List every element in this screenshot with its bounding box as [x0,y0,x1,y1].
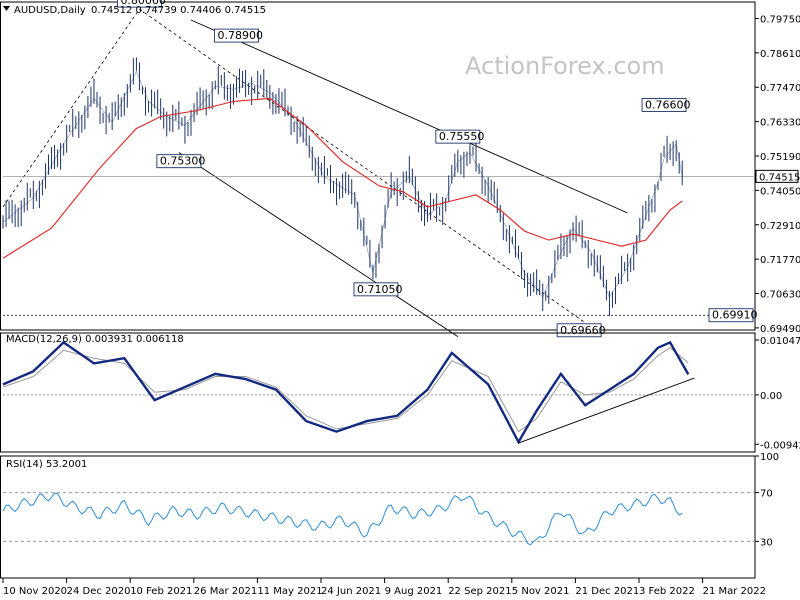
rsi-tick-label: 30 [760,537,773,548]
chart-symbol: AUDUSD,Daily [14,5,86,16]
time-tick-label: 10 Feb 2021 [130,586,192,597]
price-tick-label: 0.72910 [760,221,800,232]
time-tick-label: 22 Sep 2021 [448,586,511,597]
macd-pane-frame [0,332,756,453]
moving-average-line [2,97,683,259]
macd-pane: 0.010472 0.00 -0.009426 [0,332,800,453]
price-trendline [139,8,586,324]
last-price-box [755,169,799,183]
price-annotation-box [156,154,202,169]
price-annotation-label: 0.69660 [560,324,606,337]
price-pane: 0.79750 0.78610 0.77470 0.76330 0.75190 0.740… [0,0,800,338]
price-annotation-box [708,308,754,323]
time-tick-label: 26 Mar 2021 [194,586,257,597]
time-tick-label: 24 Dec 2020 [67,586,131,597]
time-tick-label: 3 Feb 2022 [639,586,695,597]
price-annotation-label: 0.75300 [160,155,206,168]
price-tick-label: 0.78610 [760,49,800,60]
price-annotation-box [435,129,481,144]
rsi-tick-label: 100 [760,452,779,463]
time-tick-label: 11 May 2021 [257,586,322,597]
price-annotation-label: 0.69910 [712,309,758,322]
price-annotation-label: 0.78900 [217,29,263,42]
watermark: ActionForex.com [465,52,665,80]
close-line [2,70,683,299]
price-tick-label: 0.74050 [760,186,800,197]
price-annotation-box [117,0,162,8]
price-pane-frame [0,1,756,331]
price-annotation-label: 0.76600 [645,98,691,111]
ohlc-readout: 0.74512 0.74739 0.74406 0.74515 [91,5,266,16]
macd-main-line [2,340,690,445]
price-annotation-label: 0.75550 [439,130,485,143]
price-annotation-label: 0.80060 [120,0,166,7]
price-tick-label: 0.71770 [760,255,800,266]
price-trendline [178,152,459,338]
price-tick-label: 0.69490 [760,324,800,335]
time-tick-label: 21 Dec 2021 [575,586,639,597]
price-trendline [190,19,628,214]
rsi-label: RSI(14) 53.2001 [6,459,87,470]
price-annotation-box [641,98,687,112]
macd-label: MACD(12,26,9) 0.003931 0.006118 [6,334,184,345]
price-annotation-label: 0.71050 [357,283,403,296]
rsi-pane-frame [0,455,756,579]
price-tick-label: 0.70630 [760,290,800,301]
time-tick-label: 10 Nov 2020 [3,586,67,597]
menu-triangle-icon[interactable] [3,6,10,11]
price-annotation-box [556,323,602,338]
rsi-pane: 100 70 30 [0,452,779,579]
price-annotation-box [353,282,399,297]
price-tick-label: 0.75190 [760,152,800,163]
price-tick-label: 0.76330 [760,118,800,129]
price-bars [2,57,683,317]
price-trendline [2,8,140,208]
price-tick-label: 0.77470 [760,83,800,94]
macd-tick-label: 0.00 [760,391,782,402]
time-tick-label: 9 Aug 2021 [385,586,443,597]
time-axis: 10 Nov 2020 24 Dec 2020 10 Feb 2021 26 Mar … [2,578,766,597]
rsi-tick-label: 70 [760,489,773,500]
macd-tick-label: 0.010472 [760,336,800,347]
macd-tick-label: -0.009426 [760,440,800,451]
time-tick-label: 24 Jun 2021 [321,586,381,597]
price-annotation-box [214,28,259,43]
time-tick-label: 21 Mar 2022 [703,586,766,597]
time-tick-label: 5 Nov 2021 [512,586,570,597]
rsi-line [2,492,683,546]
price-tick-label: 0.79750 [760,14,800,25]
macd-trendline [518,377,695,444]
last-price-label: 0.74515 [759,172,800,183]
